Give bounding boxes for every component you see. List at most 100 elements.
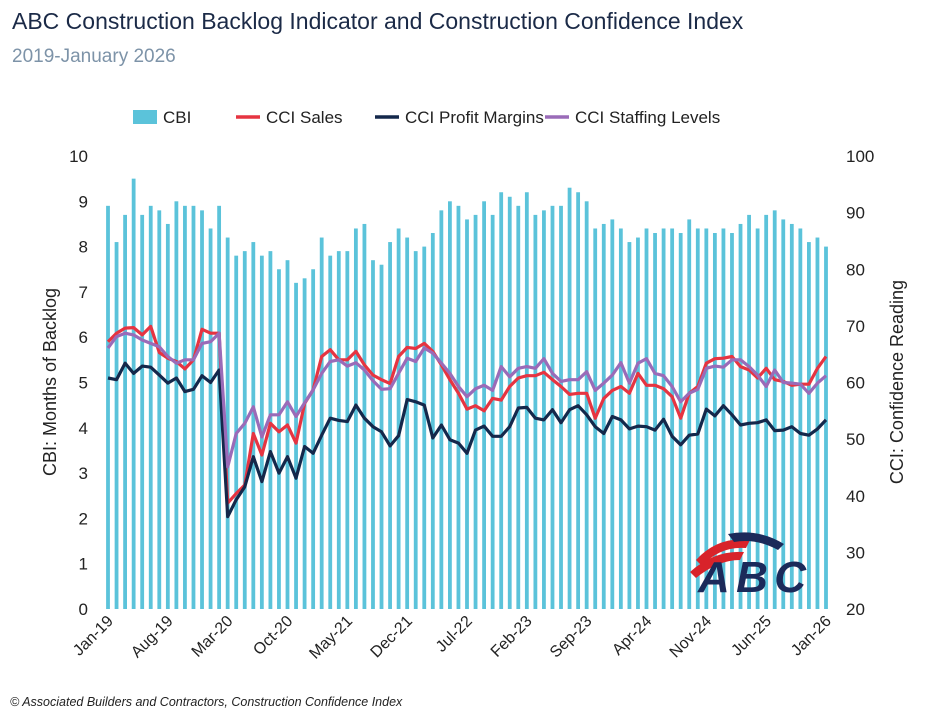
x-tick-label: Jun-25 xyxy=(728,613,775,660)
cbi-bar xyxy=(277,269,281,609)
cbi-bar xyxy=(285,260,290,609)
cbi-bar xyxy=(550,205,555,609)
cbi-bar xyxy=(789,223,794,609)
legend: CBI CCI Sales CCI Profit Margins CCI Staffi… xyxy=(133,108,720,127)
x-tick-label: Jul-22 xyxy=(433,613,476,656)
x-tick-label: Aug-19 xyxy=(128,613,177,662)
y-axis-right-title: CCI: Confidence Reading xyxy=(887,280,907,484)
cbi-bar xyxy=(490,214,495,609)
cbi-bar xyxy=(533,214,538,609)
chart-subtitle: 2019-January 2026 xyxy=(12,46,176,67)
y-right-tick-label: 90 xyxy=(846,204,865,223)
cbi-bar xyxy=(396,228,401,610)
cbi-bar xyxy=(405,237,410,610)
cbi-bar xyxy=(781,219,786,610)
footer-source: © Associated Builders and Contractors, C… xyxy=(10,695,403,709)
cbi-bar xyxy=(567,187,572,609)
x-tick-label: Oct-20 xyxy=(250,613,296,659)
cbi-bar xyxy=(328,255,333,609)
x-tick-label: Apr-24 xyxy=(609,613,655,659)
legend-label: CCI Staffing Levels xyxy=(575,108,720,127)
cbi-bar xyxy=(174,201,179,610)
y-left-tick-label: 9 xyxy=(79,192,88,211)
cbi-bar xyxy=(371,260,375,609)
y-left-tick-label: 7 xyxy=(79,283,88,302)
cbi-bar xyxy=(755,228,760,610)
cbi-bar xyxy=(807,242,811,609)
cbi-bar xyxy=(353,228,358,610)
cci-staffing-levels-line xyxy=(106,331,828,469)
cbi-bar xyxy=(200,210,204,610)
x-tick-label: May-21 xyxy=(306,613,356,663)
cbi-bar xyxy=(542,210,546,610)
cbi-bar xyxy=(678,233,683,609)
cbi-bar xyxy=(165,223,170,609)
cbi-bar xyxy=(738,223,743,609)
cbi-bar xyxy=(576,192,581,610)
legend-swatch-bar xyxy=(133,110,157,124)
cbi-bar xyxy=(217,205,222,609)
cbi-bar xyxy=(747,214,751,609)
y-left-tick-label: 2 xyxy=(79,509,88,528)
logo-text: ABC xyxy=(697,553,807,602)
cci-lines xyxy=(106,324,828,519)
cbi-bar xyxy=(584,201,589,610)
legend-label: CCI Sales xyxy=(266,108,343,127)
x-tick-label: Feb-23 xyxy=(488,613,536,661)
cbi-bar xyxy=(131,178,136,609)
cbi-bar xyxy=(140,214,145,609)
y-right-tick-label: 100 xyxy=(846,147,874,166)
cbi-bar xyxy=(824,246,828,609)
cbi-bar xyxy=(302,278,307,609)
cbi-bar xyxy=(507,196,512,609)
cbi-bar xyxy=(653,233,657,609)
cbi-bar xyxy=(559,205,563,609)
y-right-tick-label: 20 xyxy=(846,600,865,619)
y-left-tick-label: 4 xyxy=(79,419,88,438)
cbi-bar xyxy=(413,251,418,609)
cbi-bar xyxy=(644,228,649,610)
cbi-bar xyxy=(601,223,606,609)
cbi-bar xyxy=(191,205,196,609)
cbi-bar xyxy=(721,228,726,610)
x-tick-label: Mar-20 xyxy=(189,613,237,661)
cbi-bar xyxy=(456,205,461,609)
y-left-tick-label: 6 xyxy=(79,328,88,347)
logo-flag-stripe xyxy=(696,539,750,566)
logo-flag-stars xyxy=(728,532,784,550)
cbi-bar xyxy=(157,210,162,610)
cbi-bar xyxy=(294,282,298,609)
cbi-bar xyxy=(251,242,256,609)
cbi-bar xyxy=(430,233,435,609)
cbi-bar xyxy=(388,242,392,609)
x-tick-label: Sep-23 xyxy=(547,613,596,662)
cbi-bar xyxy=(815,237,820,610)
cbi-bar xyxy=(319,237,324,610)
y-right-tick-label: 70 xyxy=(846,317,865,336)
y-left-tick-label: 3 xyxy=(79,464,88,483)
cbi-bar xyxy=(448,201,452,610)
cbi-bar xyxy=(473,214,478,609)
cbi-bar xyxy=(465,219,469,610)
cbi-bar xyxy=(336,251,341,609)
cbi-bar xyxy=(712,233,717,609)
cbi-bar xyxy=(268,251,273,609)
logo-flag-stripe xyxy=(690,551,744,578)
legend-label: CCI Profit Margins xyxy=(405,108,544,127)
y-right-tick-label: 60 xyxy=(846,374,865,393)
y-right-tick-label: 80 xyxy=(846,260,865,279)
cbi-bar xyxy=(695,228,700,610)
cbi-bar xyxy=(422,246,427,609)
y-left-tick-label: 5 xyxy=(79,374,88,393)
cbi-bar xyxy=(123,214,127,609)
cbi-bar xyxy=(311,269,316,609)
cbi-bar xyxy=(670,228,675,610)
cbi-bar xyxy=(225,237,230,610)
chart-title: ABC Construction Backlog Indicator and C… xyxy=(12,8,744,34)
cbi-bar xyxy=(704,228,709,610)
x-tick-label: Jan-19 xyxy=(70,613,117,660)
cbi-bar xyxy=(764,214,769,609)
y-axis-left-title: CBI: Months of Backlog xyxy=(40,288,60,476)
y-right-tick-label: 50 xyxy=(846,430,865,449)
cbi-bar xyxy=(482,201,486,610)
